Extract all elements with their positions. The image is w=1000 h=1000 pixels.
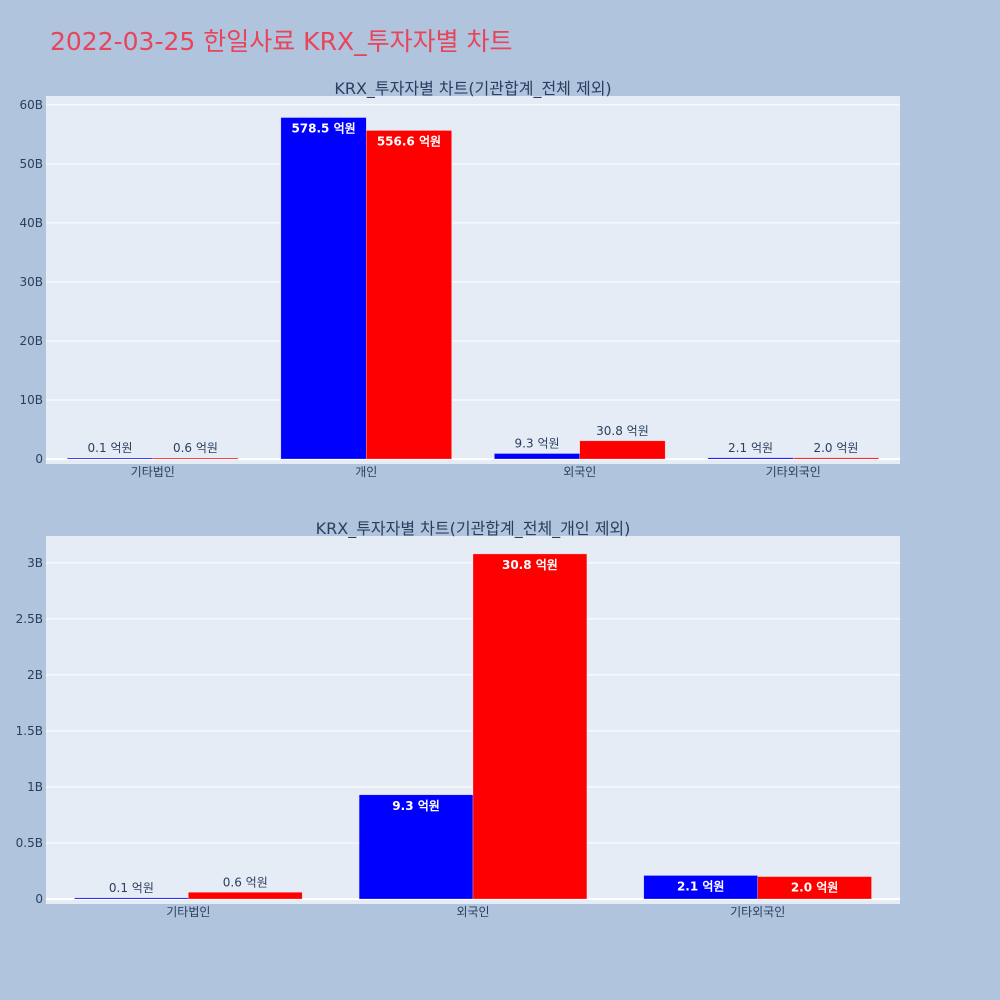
data-label: 556.6 억원	[377, 134, 441, 148]
x-tick-label: 외국인	[563, 465, 596, 479]
bar	[472, 553, 588, 900]
chart-bottom: 0 0.5B 1B 1.5B 2B 2.5B 3B KRX_투자자별 차트(기관합계_전체_개…	[16, 519, 900, 919]
plot-area	[46, 96, 900, 464]
x-tick-label: 기타법인	[166, 905, 210, 919]
chart-title: KRX_투자자별 차트(기관합계_전체 제외)	[334, 79, 611, 99]
chart-title: KRX_투자자별 차트(기관합계_전체_개인 제외)	[316, 519, 631, 539]
data-label: 2.0 억원	[813, 441, 858, 455]
y-tick-label: 60B	[19, 98, 43, 112]
x-tick-label: 기타외국인	[730, 905, 785, 919]
data-label: 9.3 억원	[392, 799, 440, 813]
y-tick-label: 2B	[27, 668, 43, 682]
y-tick-label: 10B	[19, 393, 43, 407]
y-tick-label: 2.5B	[16, 612, 43, 626]
bar	[358, 794, 474, 900]
data-label: 0.6 억원	[223, 875, 268, 889]
x-tick-label: 기타외국인	[766, 465, 821, 479]
y-tick-label: 3B	[27, 556, 43, 570]
x-tick-label: 개인	[355, 465, 377, 479]
bar	[152, 457, 239, 460]
y-tick-label: 30B	[19, 275, 43, 289]
bar	[67, 457, 153, 460]
data-label: 0.1 억원	[109, 881, 154, 895]
data-label: 2.1 억원	[677, 879, 725, 893]
data-label: 2.1 억원	[728, 441, 773, 455]
x-tick-label: 기타법인	[131, 465, 175, 479]
data-label: 30.8 억원	[502, 558, 558, 572]
y-tick-label: 0	[35, 452, 43, 466]
data-label: 578.5 억원	[291, 122, 355, 136]
bar	[188, 892, 303, 900]
bar	[707, 457, 794, 460]
y-tick-label: 50B	[19, 157, 43, 171]
bar	[280, 117, 367, 460]
bar	[494, 453, 581, 460]
bar	[793, 457, 879, 460]
y-tick-label: 0.5B	[16, 836, 43, 850]
data-label: 30.8 억원	[596, 424, 649, 438]
bar	[74, 897, 189, 900]
bar	[366, 130, 452, 460]
y-tick-label: 1.5B	[16, 724, 43, 738]
y-tick-label: 0	[35, 892, 43, 906]
y-tick-label: 40B	[19, 216, 43, 230]
data-label: 9.3 억원	[515, 437, 560, 451]
y-tick-label: 1B	[27, 780, 43, 794]
page-title: 2022-03-25 한일사료 KRX_투자자별 차트	[50, 27, 513, 56]
bar	[579, 440, 666, 460]
data-label: 0.1 억원	[88, 441, 133, 455]
chart-top: 0 10B 20B 30B 40B 50B 60B KRX_투자자별 차트(기관합계_전체 제…	[19, 79, 900, 479]
y-tick-label: 20B	[19, 334, 43, 348]
data-label: 2.0 억원	[791, 881, 839, 895]
data-label: 0.6 억원	[173, 441, 218, 455]
x-tick-label: 외국인	[456, 905, 489, 919]
bar	[757, 876, 872, 900]
